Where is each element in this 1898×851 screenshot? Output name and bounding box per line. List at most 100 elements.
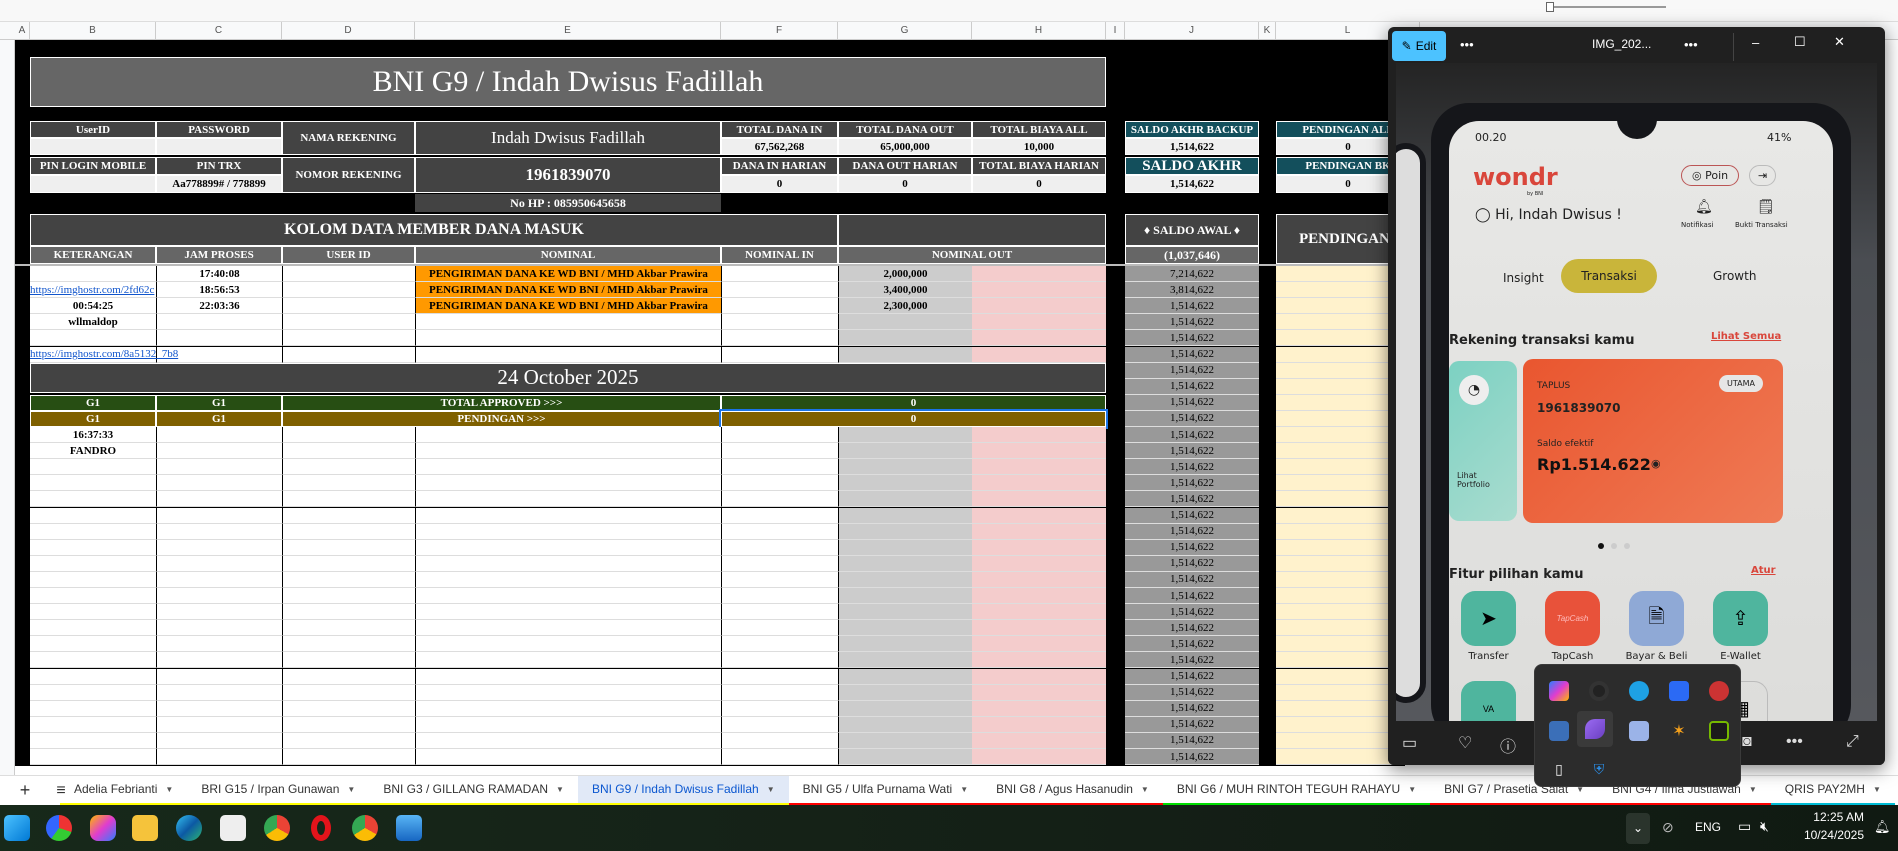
logout-icon[interactable]: ⇥ <box>1749 165 1777 186</box>
saldo-cell[interactable]: 1,514,622 <box>1125 491 1259 508</box>
pending-cell[interactable] <box>1276 732 1420 749</box>
user-id-cell[interactable] <box>282 684 415 701</box>
column-header-j[interactable]: J <box>1125 22 1259 40</box>
keterangan-cell[interactable] <box>30 507 156 524</box>
dana-out-harian-value[interactable]: 0 <box>838 175 972 193</box>
saldo-cell[interactable]: 1,514,622 <box>1125 523 1259 540</box>
jam-proses-cell[interactable] <box>156 652 282 669</box>
edit-button[interactable]: ✎ Edit <box>1392 31 1446 61</box>
carousel-dot[interactable] <box>1611 543 1617 549</box>
pending-cell[interactable] <box>1276 443 1420 460</box>
display-icon[interactable]: ▭ <box>1738 818 1752 834</box>
password-label[interactable]: PASSWORD <box>156 121 282 138</box>
pending-cell[interactable] <box>1276 330 1420 347</box>
saldo-cell[interactable]: 1,514,622 <box>1125 330 1259 347</box>
password-value[interactable] <box>156 138 282 155</box>
pending-cell[interactable] <box>1276 652 1420 669</box>
fullscreen-icon[interactable]: ⤢ <box>1846 733 1859 750</box>
store-icon[interactable] <box>220 815 246 841</box>
keterangan-cell[interactable] <box>30 732 156 749</box>
saldo-cell[interactable]: 1,514,622 <box>1125 684 1259 701</box>
nominal-in-cell[interactable] <box>721 604 838 621</box>
pending-cell[interactable] <box>1276 539 1420 556</box>
keterangan-cell[interactable] <box>30 716 156 733</box>
photos-icon[interactable] <box>396 815 422 841</box>
zoom-slider[interactable] <box>1546 6 1666 8</box>
bukti-label[interactable]: Bukti Transaksi <box>1735 221 1788 229</box>
saldo-backup-label[interactable]: SALDO AKHR BACKUP <box>1125 121 1259 138</box>
keterangan-cell[interactable] <box>30 330 156 347</box>
skype-tray-icon[interactable] <box>1629 681 1649 701</box>
security-warning-tray-icon[interactable]: ⛨ <box>1593 761 1605 777</box>
notifikasi-label[interactable]: Notifikasi <box>1681 221 1714 229</box>
pending-cell[interactable] <box>1276 523 1420 540</box>
dana-in-harian-label[interactable]: DANA IN HARIAN <box>721 157 838 175</box>
nominal-cell[interactable] <box>415 314 721 331</box>
column-header-a[interactable]: A <box>15 22 30 40</box>
maximize-icon[interactable]: ☐ <box>1794 34 1806 49</box>
nominal-out-cell[interactable] <box>838 652 972 669</box>
pin-trx-value[interactable]: Aa778899# / 778899 <box>156 175 282 193</box>
column-title[interactable]: NOMINAL IN <box>721 246 838 264</box>
nominal-out-extra-cell[interactable] <box>972 555 1106 572</box>
dana-out-harian-label[interactable]: DANA OUT HARIAN <box>838 157 972 175</box>
jam-proses-cell[interactable] <box>156 749 282 765</box>
pending-cell[interactable] <box>1276 394 1420 411</box>
nominal-cell[interactable] <box>415 475 721 492</box>
nominal-cell[interactable] <box>415 346 721 363</box>
userid-label[interactable]: UserID <box>30 121 156 138</box>
game-tray-icon[interactable] <box>1709 681 1729 701</box>
jam-proses-cell[interactable]: 18:56:53 <box>156 282 282 299</box>
feather-tray-icon[interactable] <box>1585 719 1605 739</box>
keterangan-cell[interactable] <box>30 652 156 669</box>
jam-proses-cell[interactable] <box>156 507 282 524</box>
pending-cell[interactable] <box>1276 571 1420 588</box>
atur-link[interactable]: Atur <box>1751 565 1776 576</box>
nominal-in-cell[interactable] <box>721 459 838 476</box>
link-cell[interactable]: https://imghostr.com/8a5132_7b8 <box>30 346 178 363</box>
keterangan-cell[interactable] <box>30 620 156 637</box>
nominal-out-cell[interactable] <box>838 700 972 717</box>
nominal-out-cell[interactable] <box>838 507 972 524</box>
user-id-cell[interactable] <box>282 749 415 765</box>
app-tray-icon[interactable] <box>1589 681 1609 701</box>
user-id-cell[interactable] <box>282 459 415 476</box>
virtual-account-icon[interactable]: VA <box>1461 681 1516 721</box>
pending-cell[interactable] <box>1276 314 1420 331</box>
nomor-rekening-label[interactable]: NOMOR REKENING <box>282 157 415 193</box>
nominal-out-cell[interactable] <box>838 491 972 508</box>
saldo-cell[interactable]: 1,514,622 <box>1125 555 1259 572</box>
pending-cell[interactable] <box>1276 588 1420 604</box>
keterangan-cell[interactable] <box>30 266 156 282</box>
pin-trx-label[interactable]: PIN TRX <box>156 157 282 175</box>
pending-cell[interactable] <box>1276 459 1420 476</box>
nominal-cell[interactable] <box>415 652 721 669</box>
user-id-cell[interactable] <box>282 298 415 315</box>
nominal-out-cell[interactable] <box>838 716 972 733</box>
total-dana-in-value[interactable]: 67,562,268 <box>721 138 838 155</box>
date-banner[interactable]: 24 October 2025 <box>30 362 1106 393</box>
nominal-cell[interactable]: PENGIRIMAN DANA KE WD BNI / MHD Akbar Pr… <box>415 266 721 282</box>
nominal-in-cell[interactable] <box>721 330 838 347</box>
nominal-out-cell[interactable] <box>838 314 972 331</box>
language-indicator[interactable]: ENG <box>1695 820 1722 834</box>
pending-cell[interactable] <box>1276 427 1420 443</box>
saldo-backup-value[interactable]: 1,514,622 <box>1125 138 1259 155</box>
pending-cell[interactable] <box>1276 491 1420 508</box>
nominal-in-cell[interactable] <box>721 539 838 556</box>
pin-login-label[interactable]: PIN LOGIN MOBILE <box>30 157 156 175</box>
column-title[interactable]: NOMINAL <box>415 246 721 264</box>
clock-date[interactable]: 10/24/2025 <box>1803 828 1864 842</box>
volume-muted-icon[interactable]: 🔇︎ <box>1760 818 1769 834</box>
user-id-cell[interactable] <box>282 346 415 363</box>
pending-cell[interactable] <box>1276 282 1420 299</box>
edge-icon[interactable] <box>176 815 202 841</box>
nominal-cell[interactable] <box>415 443 721 460</box>
pending-all-value[interactable]: 0 <box>1276 138 1420 155</box>
pending-cell[interactable] <box>1276 266 1420 282</box>
column-header-b[interactable]: B <box>30 22 156 40</box>
jam-proses-cell[interactable] <box>156 684 282 701</box>
pending-cell[interactable] <box>1276 507 1420 524</box>
approved-b[interactable]: G1 <box>30 394 156 411</box>
nominal-in-cell[interactable] <box>721 427 838 443</box>
